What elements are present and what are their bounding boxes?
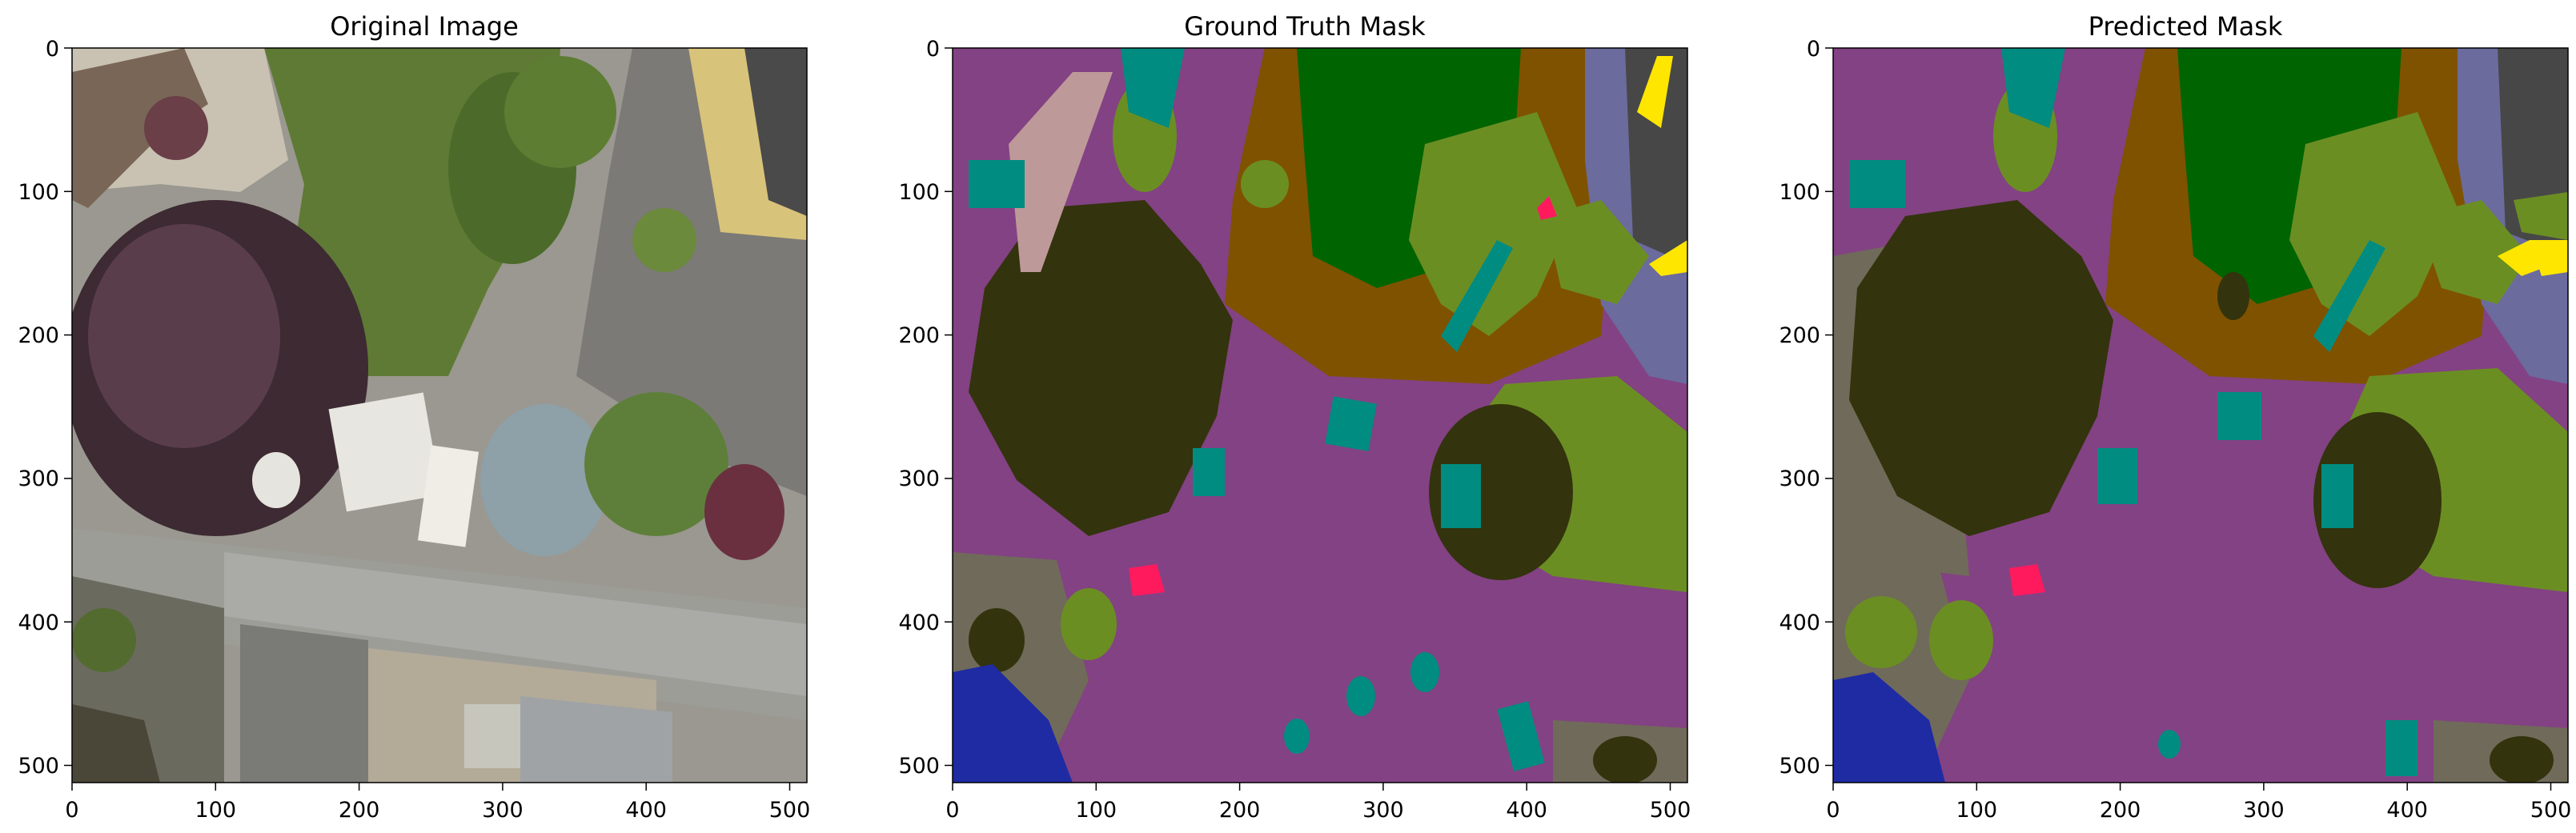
- predicted-panel: Predicted Mask: [1761, 0, 2576, 833]
- x-tick-label: 0: [65, 798, 78, 823]
- y-tick-label: 100: [18, 180, 59, 205]
- x-tick-label: 400: [625, 798, 667, 823]
- x-axis-ticks: 0 100 200 300 400 500: [1826, 783, 2571, 823]
- ground-truth-axes: 0 100 200 300 400 500 0 100 200 300 400 …: [898, 37, 1691, 823]
- x-tick-label: 0: [1826, 798, 1840, 823]
- panel-title-ground-truth: Ground Truth Mask: [1184, 11, 1426, 42]
- y-axis-ticks: 0 100 200 300 400 500: [18, 37, 72, 779]
- y-tick-label: 400: [898, 611, 940, 635]
- x-axis-ticks: 0 100 200 300 400 500: [65, 783, 810, 823]
- original-image-panel: Original Image: [0, 0, 833, 833]
- original-image: [72, 48, 807, 783]
- x-tick-label: 0: [945, 798, 959, 823]
- original-image-axes: 0 100 200 300 400 500 0 100 200 300 400 …: [18, 37, 810, 823]
- x-tick-label: 200: [1219, 798, 1261, 823]
- ground-truth-panel: Ground Truth Mask: [881, 0, 1713, 833]
- y-tick-label: 0: [926, 37, 940, 62]
- y-tick-label: 0: [1807, 37, 1820, 62]
- panel-title-original: Original Image: [330, 11, 519, 42]
- x-tick-label: 400: [1506, 798, 1547, 823]
- y-tick-label: 100: [1779, 180, 1820, 205]
- y-tick-label: 500: [1779, 754, 1820, 779]
- y-tick-label: 200: [18, 323, 59, 348]
- x-tick-label: 500: [2530, 798, 2572, 823]
- x-tick-label: 300: [2243, 798, 2285, 823]
- x-tick-label: 100: [1956, 798, 1998, 823]
- ground-truth-mask: [953, 48, 1687, 783]
- y-tick-label: 400: [1779, 611, 1820, 635]
- predicted-axes: 0 100 200 300 400 500 0 100 200 300 400 …: [1779, 37, 2571, 823]
- y-tick-label: 200: [1779, 323, 1820, 348]
- y-tick-label: 300: [898, 467, 940, 491]
- y-tick-label: 500: [898, 754, 940, 779]
- y-tick-label: 0: [46, 37, 59, 62]
- y-tick-label: 400: [18, 611, 59, 635]
- x-tick-label: 500: [1650, 798, 1691, 823]
- predicted-mask: [1833, 48, 2568, 783]
- x-tick-label: 300: [1362, 798, 1404, 823]
- x-tick-label: 200: [339, 798, 380, 823]
- y-tick-label: 300: [1779, 467, 1820, 491]
- x-tick-label: 100: [1076, 798, 1117, 823]
- y-tick-label: 300: [18, 467, 59, 491]
- y-tick-label: 200: [898, 323, 940, 348]
- y-axis-ticks: 0 100 200 300 400 500: [898, 37, 953, 779]
- x-tick-label: 200: [2100, 798, 2141, 823]
- x-tick-label: 400: [2386, 798, 2428, 823]
- x-tick-label: 100: [195, 798, 237, 823]
- y-axis-ticks: 0 100 200 300 400 500: [1779, 37, 1833, 779]
- x-axis-ticks: 0 100 200 300 400 500: [945, 783, 1691, 823]
- panel-title-predicted: Predicted Mask: [2088, 11, 2283, 42]
- x-tick-label: 300: [482, 798, 524, 823]
- y-tick-label: 100: [898, 180, 940, 205]
- y-tick-label: 500: [18, 754, 59, 779]
- x-tick-label: 500: [769, 798, 811, 823]
